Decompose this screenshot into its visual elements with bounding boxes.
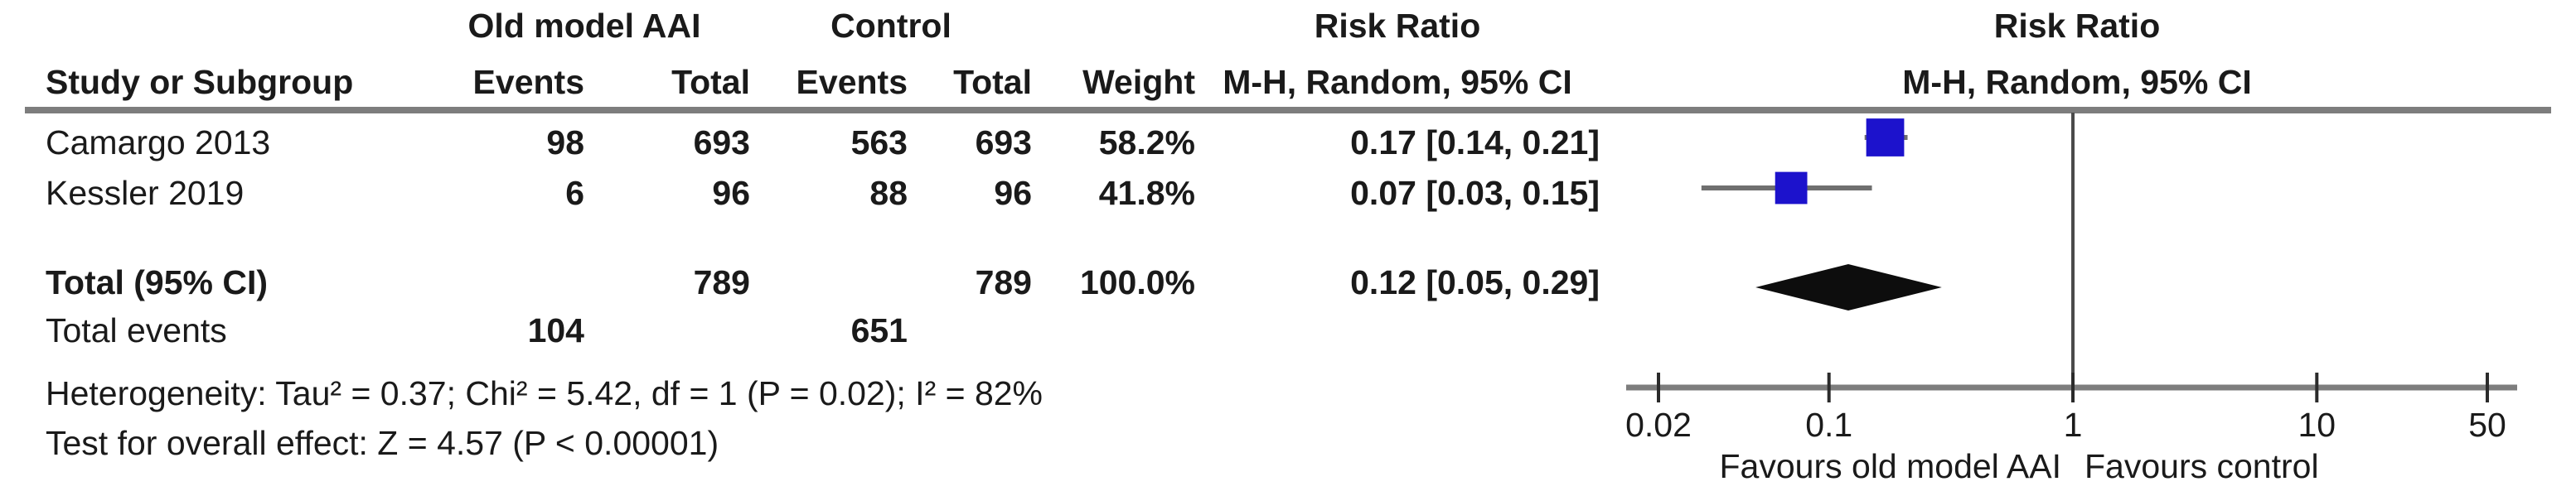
total-experimental: 693 [693,123,750,161]
total-control: 693 [975,123,1032,161]
study-name: Kessler 2019 [46,174,245,212]
group-header-control: Control [830,7,951,45]
favours-right-label: Favours control [2085,447,2319,485]
total-events-label: Total events [46,311,227,349]
weight-value: 58.2% [1098,123,1195,161]
total-row: Total (95% CI) 789 789 100.0% 0.12 [0.05… [0,263,1600,301]
col-header-events-experimental: Events [472,63,584,101]
col-header-total-control: Total [953,63,1032,101]
axis-tick-label: 50 [2468,406,2506,444]
total-experimental: 96 [712,174,750,212]
events-experimental: 6 [565,174,584,212]
study-point-square [1866,118,1905,157]
favours-left-label: Favours old model AAI [1720,447,2061,485]
col-header-ci-text: M-H, Random, 95% CI [1223,63,1572,101]
study-point-square [1775,171,1808,205]
risk-ratio-ci-value: 0.17 [0.14, 0.21] [1350,123,1600,161]
overall-effect-test: Test for overall effect: Z = 4.57 (P < 0… [46,424,719,462]
axis-tick-label: 0.02 [1625,406,1692,444]
events-control: 88 [869,174,908,212]
col-header-weight: Weight [1082,63,1195,101]
effect-measure-header-text-column: Risk Ratio [1314,7,1481,45]
header-divider-rule [25,107,2551,113]
pooled-risk-ratio-ci: 0.12 [0.05, 0.29] [1350,263,1600,301]
ci-method-header-plot-column: M-H, Random, 95% CI [1902,63,2252,101]
axis-tick-label: 10 [2298,406,2336,444]
axis-tick-label: 0.1 [1805,406,1852,444]
col-header-study: Study or Subgroup [46,63,354,101]
total-control: 96 [994,174,1032,212]
risk-ratio-ci-value: 0.07 [0.03, 0.15] [1350,174,1600,212]
column-header-row: Study or Subgroup Events Total Events To… [0,63,1600,101]
pooled-weight: 100.0% [1079,263,1195,301]
pooled-effect-diamond [1755,264,1942,311]
weight-value: 41.8% [1098,174,1195,212]
study-name: Camargo 2013 [46,123,271,161]
total-label: Total (95% CI) [46,263,269,301]
pooled-total-control: 789 [975,263,1032,301]
axis-tick-label: 1 [2064,406,2083,444]
total-events-row: Total events 104 651 [0,311,1600,349]
events-control: 563 [850,123,908,161]
effect-measure-header-plot-column: Risk Ratio [1993,7,2161,45]
group-header-experimental: Old model AAI [467,7,701,45]
total-events-control: 651 [850,311,908,349]
heterogeneity-stats: Heterogeneity: Tau² = 0.37; Chi² = 5.42,… [46,374,1043,412]
col-header-events-control: Events [796,63,908,101]
study-row: Camargo 2013 98 693 563 693 58.2% 0.17 [… [0,123,1600,161]
events-experimental: 98 [546,123,584,161]
pooled-total-experimental: 789 [693,263,750,301]
col-header-total-experimental: Total [671,63,750,101]
study-row: Kessler 2019 6 96 88 96 41.8% 0.07 [0.03… [0,174,1600,212]
total-events-experimental: 104 [527,311,584,349]
